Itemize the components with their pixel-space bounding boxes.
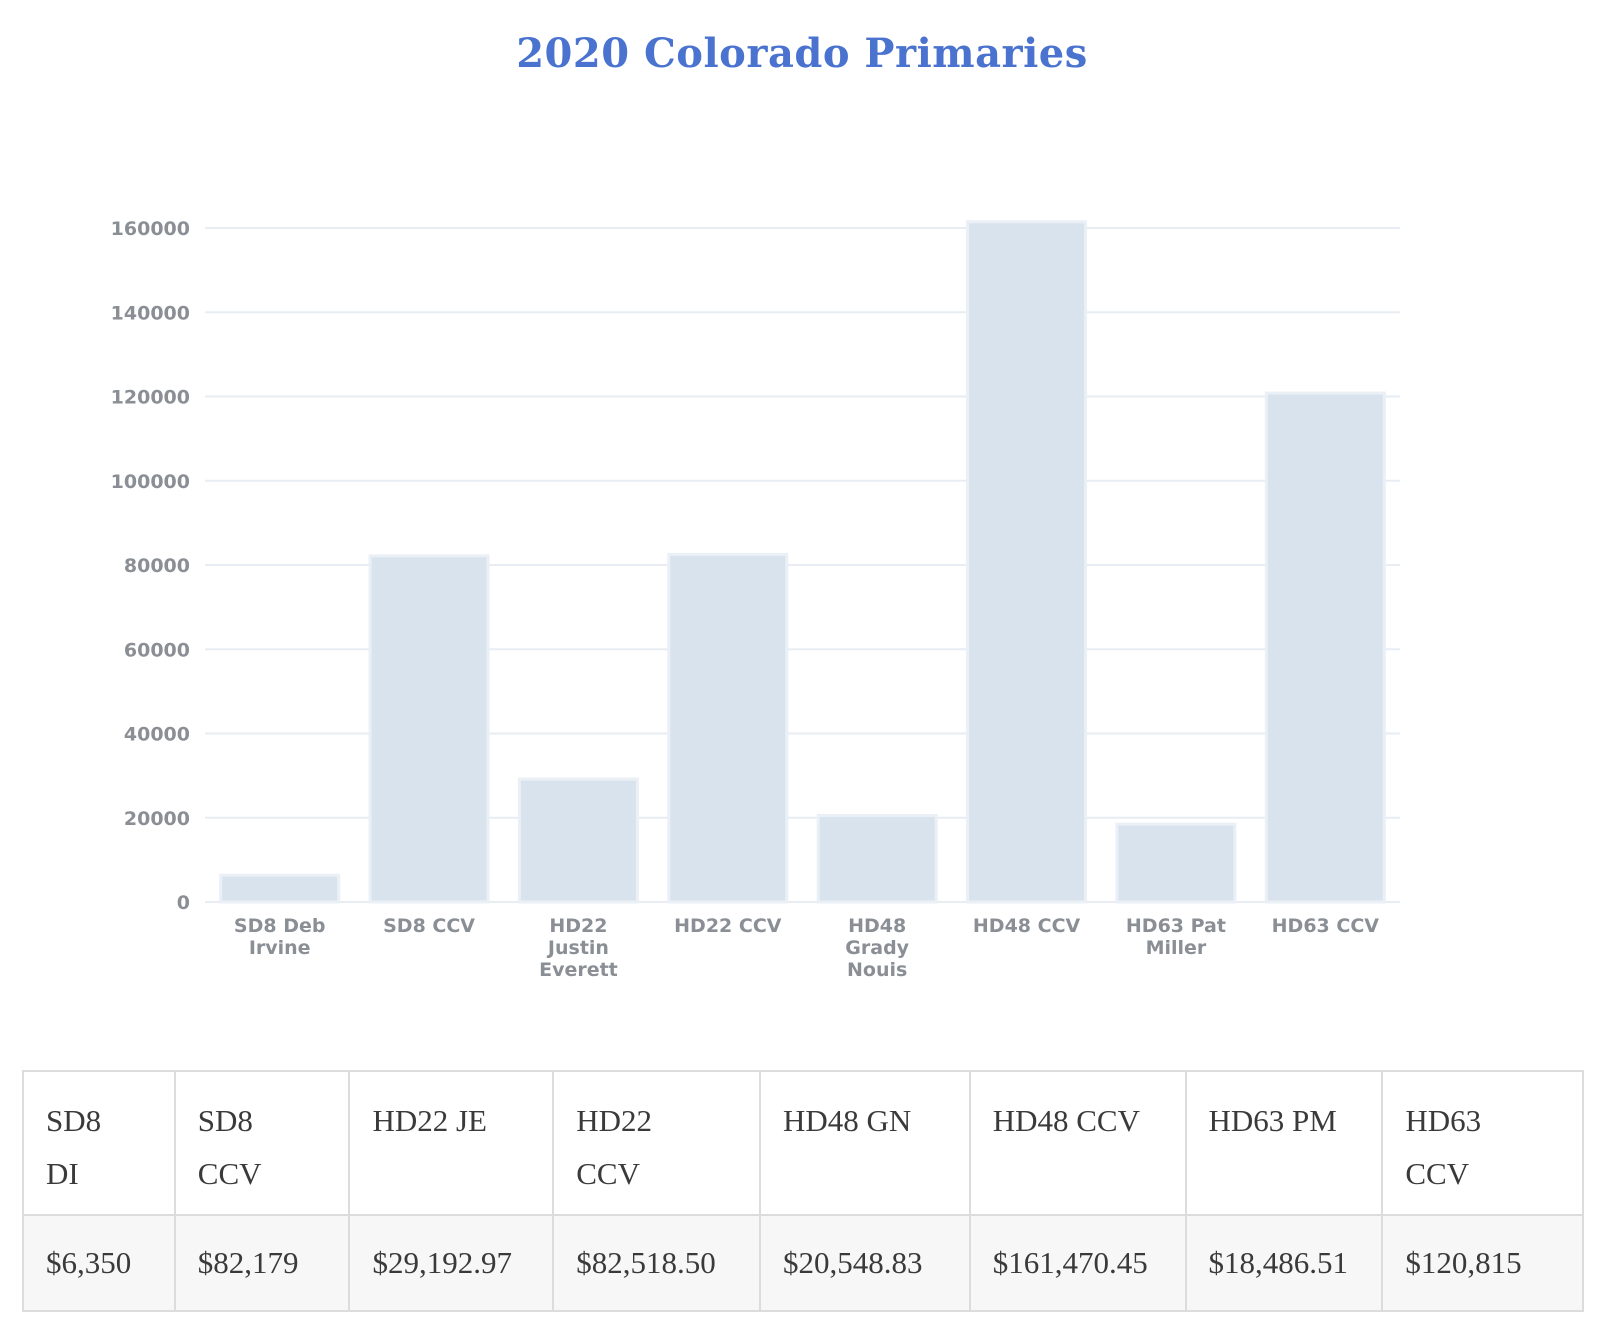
y-tick-label: 140000 bbox=[111, 302, 190, 324]
table-value-cell: $29,192.97 bbox=[348, 1214, 555, 1312]
data-table: SD8 DI SD8 CCV HD22 JE HD22 CCV HD48 GN HD48 CCV… bbox=[22, 1070, 1584, 1312]
bar bbox=[1264, 391, 1386, 904]
table-header-cell: HD48 CCV bbox=[968, 1070, 1187, 1216]
y-tick-label: 20000 bbox=[124, 808, 190, 830]
bar bbox=[219, 873, 341, 904]
chart-title: 2020 Colorado Primaries bbox=[516, 30, 1088, 77]
x-tick-label: HD48 Grady Nouis bbox=[845, 915, 909, 981]
table-value-cell: $161,470.45 bbox=[968, 1214, 1187, 1312]
table-header-row: SD8 DI SD8 CCV HD22 JE HD22 CCV HD48 GN HD48 CCV… bbox=[22, 1070, 1584, 1216]
table-header-cell: HD63 CCV bbox=[1381, 1070, 1584, 1216]
x-tick-label: HD63 Pat Miller bbox=[1126, 915, 1226, 959]
x-tick-label: HD22 CCV bbox=[674, 915, 782, 937]
table-value-cell: $20,548.83 bbox=[758, 1214, 971, 1312]
table-header-cell: HD22 CCV bbox=[552, 1070, 761, 1216]
table-value-cell: $120,815 bbox=[1381, 1214, 1584, 1312]
table-value-cell: $82,179 bbox=[173, 1214, 351, 1312]
bar bbox=[1115, 822, 1237, 904]
table-value-cell: $6,350 bbox=[22, 1214, 176, 1312]
x-tick-label: HD48 CCV bbox=[973, 915, 1081, 937]
bar bbox=[667, 552, 789, 904]
table-header-cell: HD48 GN bbox=[758, 1070, 971, 1216]
y-tick-label: 40000 bbox=[124, 724, 190, 746]
table-value-row: $6,350 $82,179 $29,192.97 $82,518.50 $20,548… bbox=[22, 1214, 1584, 1312]
x-tick-label: HD22 Justin Everett bbox=[539, 915, 618, 981]
table-header-cell: HD22 JE bbox=[348, 1070, 555, 1216]
bar-chart: 0 20000 40000 60000 80000 100000 120000 140000 1… bbox=[111, 218, 1400, 981]
x-tick-label: HD63 CCV bbox=[1272, 915, 1380, 937]
bar bbox=[517, 777, 639, 904]
table-header-cell: SD8 CCV bbox=[173, 1070, 351, 1216]
table-header-cell: SD8 DI bbox=[22, 1070, 176, 1216]
y-tick-label: 60000 bbox=[124, 639, 190, 661]
x-tick-label: SD8 CCV bbox=[383, 915, 475, 937]
table-header-cell: HD63 PM bbox=[1184, 1070, 1384, 1216]
bar bbox=[368, 554, 490, 904]
y-tick-label: 80000 bbox=[124, 555, 190, 577]
x-tick-label: SD8 Deb Irvine bbox=[234, 915, 326, 959]
y-tick-label: 0 bbox=[177, 892, 190, 914]
y-tick-label: 100000 bbox=[111, 471, 190, 493]
bar bbox=[816, 813, 938, 904]
y-tick-label: 120000 bbox=[111, 387, 190, 409]
table-value-cell: $18,486.51 bbox=[1184, 1214, 1384, 1312]
table-value-cell: $82,518.50 bbox=[552, 1214, 761, 1312]
y-tick-label: 160000 bbox=[111, 218, 190, 240]
bar bbox=[966, 220, 1088, 904]
